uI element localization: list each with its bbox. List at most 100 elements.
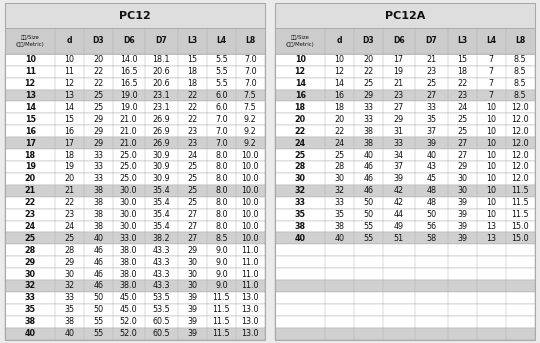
Text: 29: 29 xyxy=(93,139,103,147)
Text: 35.4: 35.4 xyxy=(153,210,170,219)
Text: 16: 16 xyxy=(295,91,306,100)
Text: 12.0: 12.0 xyxy=(511,127,529,136)
Text: 28: 28 xyxy=(25,246,36,255)
Text: 38.0: 38.0 xyxy=(120,258,137,267)
Text: 10: 10 xyxy=(487,115,496,124)
Text: 40: 40 xyxy=(427,151,436,159)
Text: 38: 38 xyxy=(93,198,103,207)
Text: 22: 22 xyxy=(457,79,468,88)
Text: 12.0: 12.0 xyxy=(511,103,529,112)
Text: 12.0: 12.0 xyxy=(511,174,529,184)
Text: 11.0: 11.0 xyxy=(241,258,259,267)
Text: 5.5: 5.5 xyxy=(215,79,228,88)
Bar xyxy=(275,161,535,173)
Text: 33: 33 xyxy=(64,293,75,303)
Text: 10: 10 xyxy=(295,55,306,64)
Text: 10: 10 xyxy=(487,127,496,136)
Text: 10: 10 xyxy=(487,163,496,172)
Text: 40: 40 xyxy=(93,234,103,243)
Text: 13.0: 13.0 xyxy=(241,329,259,338)
Text: D7: D7 xyxy=(426,36,437,46)
Text: 33: 33 xyxy=(363,103,373,112)
Text: 26.9: 26.9 xyxy=(152,139,170,147)
Text: 8.0: 8.0 xyxy=(215,174,228,184)
Text: D3: D3 xyxy=(92,36,104,46)
Text: 25: 25 xyxy=(93,103,103,112)
Bar xyxy=(275,256,535,268)
Text: 規格/Size
(公制/Metric): 規格/Size (公制/Metric) xyxy=(16,35,45,47)
Text: 28: 28 xyxy=(64,246,75,255)
Text: 23.1: 23.1 xyxy=(153,103,170,112)
Text: 40: 40 xyxy=(334,234,345,243)
Text: 10.0: 10.0 xyxy=(241,151,259,159)
Text: 38: 38 xyxy=(25,317,36,326)
Text: 9.0: 9.0 xyxy=(215,246,228,255)
Text: 58: 58 xyxy=(427,234,436,243)
Text: 50: 50 xyxy=(363,210,373,219)
Text: 38.0: 38.0 xyxy=(120,270,137,279)
Bar xyxy=(275,209,535,221)
Text: 30: 30 xyxy=(187,270,198,279)
Text: 12.0: 12.0 xyxy=(511,163,529,172)
Text: 60.5: 60.5 xyxy=(153,329,170,338)
Text: 42: 42 xyxy=(394,186,404,195)
Bar xyxy=(275,233,535,244)
Text: 20.6: 20.6 xyxy=(153,79,170,88)
Text: L3: L3 xyxy=(457,36,468,46)
Text: 24: 24 xyxy=(64,222,75,231)
Bar xyxy=(275,149,535,161)
Bar xyxy=(275,268,535,280)
Text: 26.9: 26.9 xyxy=(152,127,170,136)
Text: 38.0: 38.0 xyxy=(120,246,137,255)
Text: 14: 14 xyxy=(295,79,306,88)
Text: 18: 18 xyxy=(187,79,198,88)
Text: 60.5: 60.5 xyxy=(153,317,170,326)
Text: D6: D6 xyxy=(393,36,404,46)
Text: 10.0: 10.0 xyxy=(241,163,259,172)
Bar xyxy=(275,114,535,125)
Text: 16.5: 16.5 xyxy=(120,67,137,76)
Text: 46: 46 xyxy=(93,282,103,291)
Text: 27: 27 xyxy=(426,91,436,100)
Text: 15.0: 15.0 xyxy=(511,222,529,231)
Text: 46: 46 xyxy=(363,186,373,195)
Text: 53.5: 53.5 xyxy=(152,293,170,303)
Text: 28: 28 xyxy=(295,163,306,172)
Text: 9.2: 9.2 xyxy=(244,127,256,136)
Text: 19: 19 xyxy=(25,163,36,172)
Text: 30: 30 xyxy=(295,174,306,184)
Text: 17: 17 xyxy=(394,55,404,64)
Text: 39: 39 xyxy=(457,198,468,207)
Text: 8.0: 8.0 xyxy=(215,163,228,172)
Text: 11.5: 11.5 xyxy=(511,198,529,207)
Text: D6: D6 xyxy=(123,36,134,46)
Text: 8.0: 8.0 xyxy=(215,186,228,195)
Bar xyxy=(5,185,265,197)
Text: 10.0: 10.0 xyxy=(241,174,259,184)
Text: 50: 50 xyxy=(427,210,436,219)
Text: 30.0: 30.0 xyxy=(120,186,137,195)
Text: 21.0: 21.0 xyxy=(120,115,137,124)
Text: 10.0: 10.0 xyxy=(241,198,259,207)
Text: 11.0: 11.0 xyxy=(241,270,259,279)
Text: 50: 50 xyxy=(93,293,103,303)
Text: 16: 16 xyxy=(334,91,345,100)
Text: 33: 33 xyxy=(394,139,403,147)
Text: 8.0: 8.0 xyxy=(215,198,228,207)
Text: 27: 27 xyxy=(394,103,404,112)
Text: 10: 10 xyxy=(487,151,496,159)
Text: 21: 21 xyxy=(427,55,436,64)
Bar xyxy=(275,90,535,102)
Text: 44: 44 xyxy=(394,210,403,219)
Text: 22: 22 xyxy=(295,127,306,136)
Text: 30.0: 30.0 xyxy=(120,210,137,219)
Bar xyxy=(5,328,265,340)
Text: 12.0: 12.0 xyxy=(511,115,529,124)
Text: 18: 18 xyxy=(25,151,36,159)
Bar xyxy=(5,316,265,328)
Text: 52.0: 52.0 xyxy=(120,317,138,326)
Text: 43.3: 43.3 xyxy=(153,282,170,291)
Text: 21: 21 xyxy=(394,79,404,88)
Text: 48: 48 xyxy=(427,186,436,195)
Bar xyxy=(275,244,535,256)
